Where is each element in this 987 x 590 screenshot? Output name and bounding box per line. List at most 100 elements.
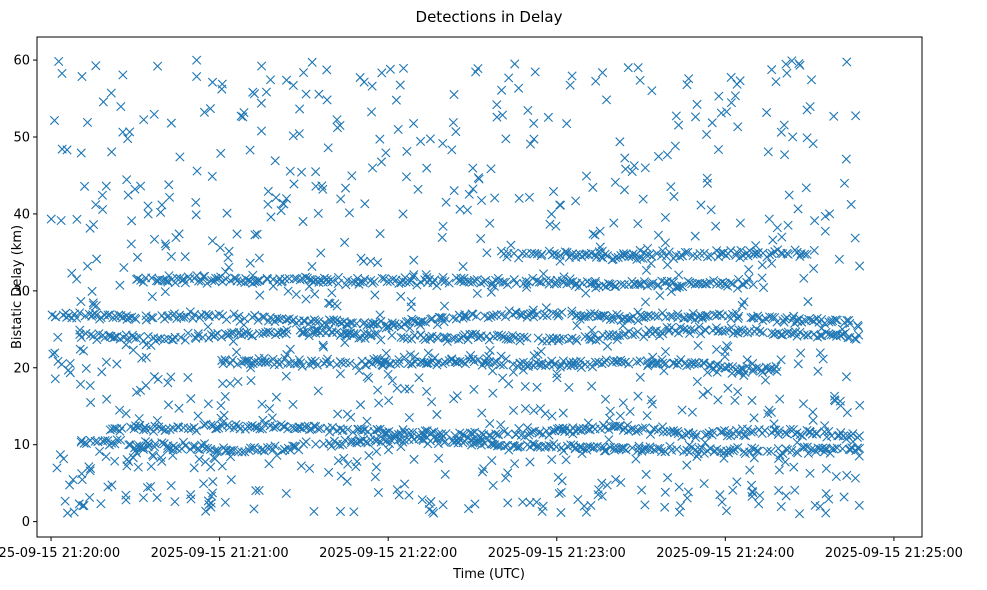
data-point <box>345 358 355 368</box>
data-point <box>142 482 153 493</box>
data-point <box>305 425 315 435</box>
data-point <box>333 409 343 419</box>
data-point <box>370 318 380 328</box>
data-point <box>640 423 651 433</box>
data-point <box>773 429 783 440</box>
data-point <box>645 429 656 439</box>
data-point <box>391 95 401 105</box>
data-point <box>364 450 374 461</box>
data-point <box>726 72 736 82</box>
data-point <box>514 193 524 203</box>
data-point <box>174 403 184 413</box>
data-point <box>493 429 504 440</box>
data-point <box>206 498 216 508</box>
data-point <box>318 342 329 352</box>
y-tick-label: 50 <box>13 131 30 146</box>
data-point <box>515 310 525 320</box>
data-point <box>711 279 722 289</box>
data-point <box>522 423 533 433</box>
data-point <box>559 272 569 282</box>
data-point <box>338 425 348 435</box>
data-point <box>586 500 596 511</box>
data-point <box>663 473 673 483</box>
data-point <box>658 246 668 256</box>
data-point <box>220 391 230 402</box>
data-point <box>225 378 235 389</box>
data-point <box>831 471 841 482</box>
data-point <box>75 379 86 389</box>
data-point <box>618 398 628 408</box>
data-point <box>744 273 754 283</box>
data-point <box>163 378 173 388</box>
data-point <box>255 290 265 300</box>
data-point <box>794 58 804 69</box>
data-point <box>820 226 830 236</box>
data-point <box>53 332 63 342</box>
data-point <box>488 388 498 398</box>
data-point <box>581 507 592 517</box>
data-point <box>166 251 176 262</box>
data-point <box>405 350 416 360</box>
data-point <box>546 209 557 219</box>
data-point <box>247 331 258 341</box>
data-point <box>289 274 299 284</box>
data-point <box>473 63 483 74</box>
data-point <box>645 445 655 455</box>
data-point <box>409 255 419 265</box>
data-point <box>133 274 143 284</box>
data-point <box>366 256 376 266</box>
data-point <box>647 86 657 96</box>
data-point <box>404 412 414 423</box>
data-point <box>470 499 480 509</box>
data-point <box>702 279 712 289</box>
data-point <box>735 76 745 86</box>
data-point <box>565 80 575 90</box>
data-point <box>296 461 306 471</box>
data-point <box>149 109 159 119</box>
data-point <box>88 219 99 230</box>
data-point <box>732 477 742 487</box>
x-axis-title: Time (UTC) <box>452 567 525 582</box>
data-point <box>466 435 477 445</box>
data-point <box>132 448 142 458</box>
data-point <box>54 56 64 67</box>
data-point <box>549 248 559 259</box>
data-point <box>560 247 570 257</box>
data-point <box>554 488 564 499</box>
data-point <box>203 399 213 409</box>
data-point <box>656 446 667 457</box>
data-point <box>394 490 404 500</box>
data-point <box>602 341 613 351</box>
x-tick-label: 2025-09-15 21:20:00 <box>0 546 120 561</box>
data-point <box>525 457 535 467</box>
data-point <box>258 415 268 425</box>
data-point <box>555 256 565 266</box>
data-point <box>263 327 273 337</box>
data-point <box>514 83 524 93</box>
data-point <box>672 444 682 454</box>
data-point <box>285 166 295 176</box>
data-point <box>259 446 270 456</box>
data-point <box>118 70 128 80</box>
data-point <box>288 441 298 451</box>
data-point <box>313 325 323 335</box>
data-point <box>674 270 684 280</box>
data-point <box>203 322 213 332</box>
data-point <box>381 148 391 158</box>
data-point <box>588 229 598 239</box>
data-point <box>140 422 150 432</box>
data-point <box>635 372 645 382</box>
data-point <box>215 243 225 253</box>
data-point <box>523 105 533 116</box>
data-point <box>307 261 317 272</box>
data-point <box>448 435 458 445</box>
data-point <box>125 127 135 137</box>
data-point <box>398 425 408 435</box>
data-point <box>514 253 524 263</box>
data-point <box>558 423 568 433</box>
data-point <box>601 95 612 105</box>
data-point <box>298 68 309 78</box>
data-point <box>522 333 532 343</box>
data-point <box>96 499 106 509</box>
